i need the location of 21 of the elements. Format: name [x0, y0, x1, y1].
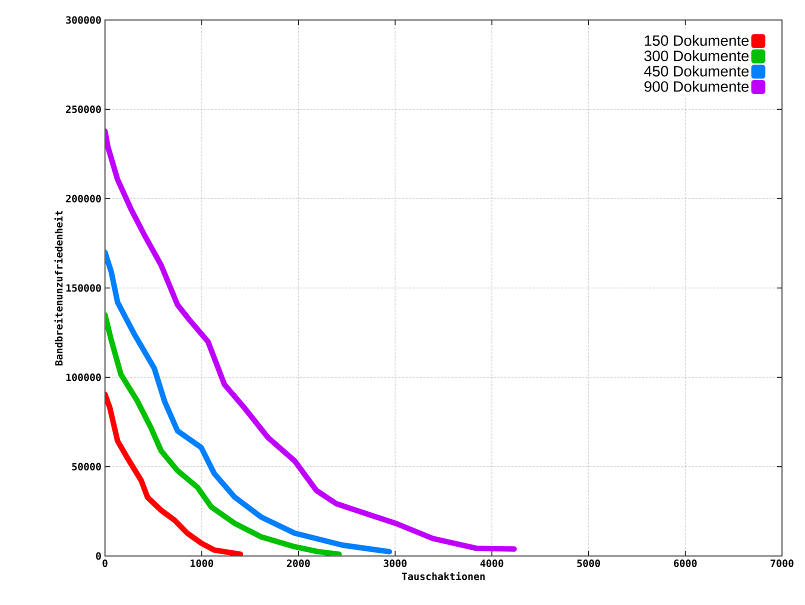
- x-tick-label: 0: [102, 560, 108, 568]
- legend-label: 300 Dokumente: [644, 50, 749, 62]
- y-tick-label: 200000: [66, 194, 101, 202]
- y-axis-title: Bandbreitenunzufriedenheit: [54, 210, 63, 366]
- y-tick-label: 0: [96, 552, 101, 560]
- legend-label: 150 Dokumente: [644, 34, 749, 46]
- y-tick-label: 150000: [66, 284, 101, 292]
- legend-label: 450 Dokumente: [644, 66, 749, 76]
- x-tick-label: 6000: [674, 560, 697, 568]
- legend-label: 900 Dokumente: [644, 80, 749, 92]
- x-tick-label: 5000: [577, 560, 600, 568]
- y-tick-label: 100000: [66, 374, 101, 382]
- x-axis-title: Tauschaktionen: [402, 572, 485, 580]
- x-tick-label: 2000: [286, 560, 310, 568]
- y-tick-label: 300000: [66, 16, 101, 24]
- x-tick-label: 3000: [384, 560, 407, 568]
- y-tick-label: 250000: [66, 106, 101, 114]
- x-tick-label: 4000: [480, 560, 504, 568]
- y-tick-label: 50000: [72, 462, 101, 470]
- x-tick-label: 7000: [770, 560, 794, 568]
- x-tick-label: 1000: [190, 560, 214, 568]
